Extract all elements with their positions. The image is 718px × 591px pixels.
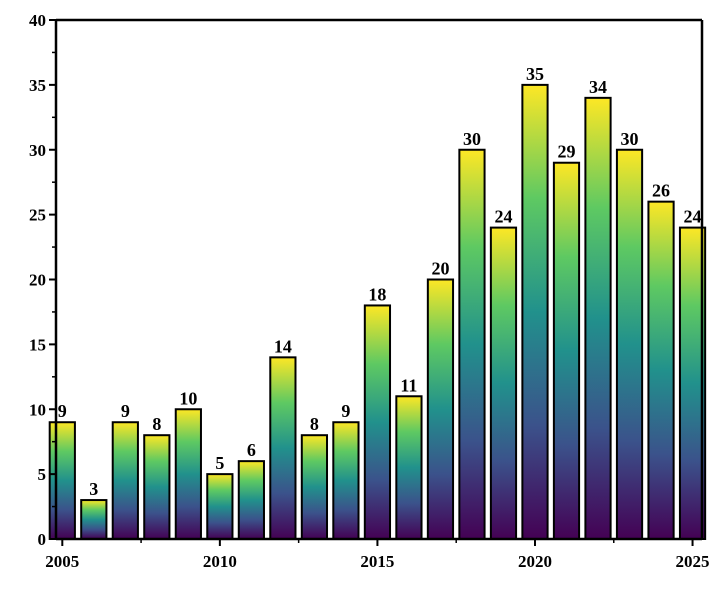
- bar-2024: [647, 200, 675, 540]
- y-tick-label-35: 35: [29, 76, 46, 95]
- bar-2005: [48, 421, 76, 541]
- data-label-2012: 14: [274, 336, 292, 356]
- data-label-2013: 8: [310, 414, 319, 434]
- data-label-2010: 5: [215, 453, 224, 473]
- bars-layer: [48, 83, 707, 541]
- data-labels-layer: 9 3 9 8 10 5 6 14 8 9 18 11 20 30 24 35 29 34 30 26 24: [58, 64, 702, 499]
- y-tick-label-30: 30: [29, 141, 46, 160]
- y-tick-label-20: 20: [29, 271, 46, 290]
- bar-2020: [521, 83, 549, 541]
- bar-2014: [332, 421, 360, 541]
- y-tick-label-15: 15: [29, 335, 46, 354]
- x-tick-label-2010: 2010: [203, 552, 237, 571]
- x-tick-label-2025: 2025: [676, 552, 710, 571]
- bar-2010: [206, 473, 234, 541]
- data-label-2006: 3: [89, 479, 98, 499]
- bar-2013: [300, 434, 329, 541]
- data-label-2022: 34: [589, 77, 607, 97]
- bar-2018: [458, 148, 486, 540]
- data-label-2008: 8: [152, 414, 161, 434]
- y-tick-label-10: 10: [29, 400, 46, 419]
- data-label-2019: 24: [494, 207, 512, 227]
- bar-2015: [363, 304, 392, 541]
- data-label-2005: 9: [58, 401, 67, 421]
- data-label-2023: 30: [621, 129, 639, 149]
- y-tick-label-5: 5: [38, 465, 47, 484]
- data-label-2009: 10: [179, 388, 197, 408]
- bar-2021: [552, 161, 581, 540]
- bar-2016: [395, 395, 423, 540]
- data-label-2016: 11: [400, 375, 417, 395]
- bar-2008: [143, 434, 171, 541]
- bar-2022: [584, 96, 612, 540]
- bar-2009: [174, 408, 202, 540]
- data-label-2020: 35: [526, 64, 544, 84]
- x-tick-label-2005: 2005: [45, 552, 79, 571]
- bar-2011: [237, 460, 265, 540]
- x-tick-label-2020: 2020: [518, 552, 552, 571]
- data-label-2018: 30: [463, 129, 481, 149]
- bar-2017: [426, 278, 455, 540]
- data-label-2015: 18: [368, 284, 386, 304]
- bar-2007: [111, 421, 139, 541]
- y-tick-label-0: 0: [38, 530, 47, 549]
- bar-2023: [615, 148, 644, 540]
- data-label-2024: 26: [652, 181, 670, 201]
- x-tick-label-2015: 2015: [360, 552, 394, 571]
- bar-2006: [80, 499, 108, 541]
- data-label-2025: 24: [684, 207, 702, 227]
- data-label-2007: 9: [121, 401, 130, 421]
- y-tick-label-25: 25: [29, 206, 46, 225]
- data-label-2017: 20: [431, 259, 449, 279]
- data-label-2021: 29: [558, 142, 576, 162]
- bar-2019: [489, 226, 518, 540]
- bar-2012: [269, 356, 297, 540]
- y-tick-label-40: 40: [29, 11, 46, 30]
- data-label-2014: 9: [341, 401, 350, 421]
- data-label-2011: 6: [247, 440, 256, 460]
